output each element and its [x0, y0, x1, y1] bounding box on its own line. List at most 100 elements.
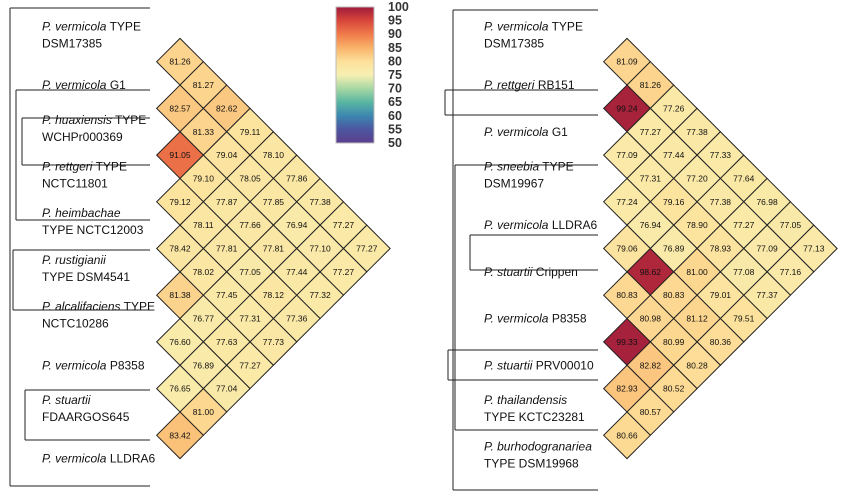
strain-label: P. stuartii Crippen: [484, 265, 578, 279]
cell-value: 80.52: [663, 384, 685, 394]
strain-suffix: RB151: [534, 78, 574, 92]
cell-value: 77.27: [356, 244, 378, 254]
strain-id: FDAARGOS645: [42, 410, 130, 424]
left-heatmap: 81.26 81.27 82.62 79.11 78.10 77.86 77.38 77.27…: [155, 37, 391, 460]
cell-value: 77.31: [239, 314, 261, 324]
cell-value: 83.42: [169, 430, 191, 440]
cell-value: 77.08: [733, 267, 755, 277]
cell-value: 77.86: [286, 173, 308, 183]
cell-value: 77.44: [286, 267, 308, 277]
cell-value: 77.38: [710, 197, 732, 207]
species-name: P. vermicola: [42, 19, 107, 33]
cell-value: 76.77: [193, 314, 215, 324]
strain-label: P. rettgeri RB151: [484, 78, 575, 92]
cell-value: 82.57: [169, 103, 191, 113]
cell-value: 77.36: [286, 314, 308, 324]
species-name: P. stuartii: [484, 265, 533, 279]
cell-value: 91.05: [169, 150, 191, 160]
left-strain-labels: P. vermicola TYPE DSM17385 P. vermicola G1…: [42, 19, 156, 465]
cell-value: 76.89: [193, 360, 215, 370]
color-scale-bar: [335, 6, 375, 144]
cell-value: 76.98: [756, 197, 778, 207]
cell-value: 81.27: [193, 80, 215, 90]
cell-value: 80.66: [616, 430, 638, 440]
strain-label: P. vermicola G1: [484, 125, 568, 139]
strain-suffix: TYPE: [106, 19, 140, 33]
strain-suffix: G1: [548, 125, 568, 139]
right-panel: P. vermicola TYPE DSM17385 P. rettgeri RB1…: [444, 9, 838, 491]
cell-value: 79.51: [733, 314, 755, 324]
cell-value: 82.82: [640, 360, 662, 370]
species-name: P. burhodogranariea: [484, 440, 592, 454]
cell-value: 81.26: [169, 57, 191, 67]
cell-value: 77.10: [309, 244, 331, 254]
strain-suffix: LLDRA6: [548, 218, 597, 232]
strain-id: TYPE KCTC23281: [484, 410, 585, 424]
species-name: P. heimbachae: [42, 206, 121, 220]
cell-value: 78.90: [686, 220, 708, 230]
strain-label: P. vermicola TYPE: [484, 19, 583, 33]
cell-value: 81.09: [616, 57, 638, 67]
cell-value: 98.62: [640, 267, 662, 277]
cell-value: 77.87: [216, 197, 238, 207]
cell-value: 78.42: [169, 244, 191, 254]
strain-id: NCTC11801: [42, 176, 108, 190]
strain-label: P. burhodogranariea: [484, 440, 592, 454]
strain-label: P. vermicola G1: [42, 78, 126, 92]
strain-label: P. sneebia TYPE: [484, 159, 574, 173]
cell-value: 81.00: [193, 407, 215, 417]
color-scale-tick: 55: [388, 122, 402, 136]
cell-value: 77.05: [239, 267, 261, 277]
strain-suffix: TYPE: [539, 159, 573, 173]
strain-label: P. vermicola P8358: [42, 358, 145, 372]
species-name: P. rettgeri: [484, 78, 535, 92]
species-name: P. vermicola: [484, 218, 549, 232]
cell-value: 77.26: [663, 103, 685, 113]
cell-value: 81.38: [169, 290, 191, 300]
strain-suffix: TYPE: [92, 159, 126, 173]
cell-value: 77.44: [663, 150, 685, 160]
strain-suffix: TYPE: [548, 19, 582, 33]
cell-value: 80.36: [710, 337, 732, 347]
species-name: P. huaxiensis: [42, 113, 112, 127]
strain-suffix: Crippen: [532, 265, 577, 279]
cell-value: 79.12: [169, 197, 191, 207]
cell-value: 77.27: [333, 267, 355, 277]
strain-id: WCHPr000369: [42, 130, 123, 144]
cell-value: 80.28: [686, 360, 708, 370]
cell-value: 78.93: [710, 244, 732, 254]
cell-value: 80.83: [616, 290, 638, 300]
cell-value: 77.24: [616, 197, 638, 207]
strain-label: P. stuartii: [42, 393, 91, 407]
species-name: P. vermicola: [484, 125, 549, 139]
cell-value: 78.11: [193, 220, 214, 230]
strain-id: DSM17385: [42, 36, 102, 50]
strain-label: P. vermicola TYPE: [42, 19, 141, 33]
cell-value: 77.64: [733, 173, 755, 183]
cell-value: 77.73: [263, 337, 285, 347]
cell-value: 77.27: [239, 360, 261, 370]
cell-value: 77.63: [216, 337, 238, 347]
cell-value: 77.16: [780, 267, 802, 277]
species-name: P. alcalifaciens: [42, 300, 121, 314]
cell-value: 78.10: [263, 150, 285, 160]
cell-value: 77.09: [756, 244, 778, 254]
cell-value: 81.26: [640, 80, 662, 90]
species-name: P. vermicola: [42, 452, 107, 466]
color-scale-tick: 90: [388, 27, 402, 41]
cell-value: 80.83: [663, 290, 685, 300]
cell-value: 76.60: [169, 337, 191, 347]
cell-value: 76.94: [640, 220, 662, 230]
cell-value: 82.93: [616, 384, 638, 394]
strain-id: TYPE DSM19968: [484, 457, 579, 471]
cell-value: 79.10: [193, 173, 215, 183]
species-name: P. vermicola: [42, 78, 107, 92]
cell-value: 79.06: [616, 244, 638, 254]
cell-value: 77.81: [263, 244, 285, 254]
strain-label: P. rustigianii: [42, 253, 106, 267]
strain-suffix: LLDRA6: [106, 452, 155, 466]
cell-value: 77.32: [309, 290, 331, 300]
right-strain-labels: P. vermicola TYPE DSM17385 P. rettgeri RB1…: [484, 19, 598, 470]
cell-value: 77.45: [216, 290, 238, 300]
